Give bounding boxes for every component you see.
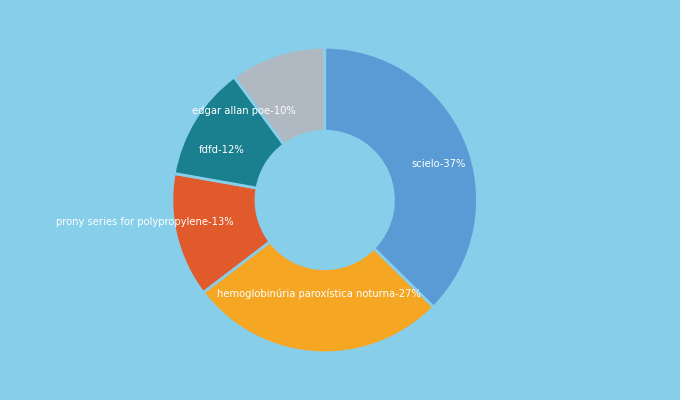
Text: hemoglobinúria paroxística noturna-27%: hemoglobinúria paroxística noturna-27% xyxy=(217,289,421,299)
Text: scielo-37%: scielo-37% xyxy=(411,159,466,169)
Text: prony series for polypropylene-13%: prony series for polypropylene-13% xyxy=(56,217,233,227)
Wedge shape xyxy=(203,242,434,353)
Wedge shape xyxy=(234,47,325,145)
Wedge shape xyxy=(174,77,284,188)
Wedge shape xyxy=(325,47,477,307)
Text: fdfd-12%: fdfd-12% xyxy=(199,145,245,155)
Wedge shape xyxy=(172,174,270,292)
Text: edgar allan poe-10%: edgar allan poe-10% xyxy=(192,106,295,116)
